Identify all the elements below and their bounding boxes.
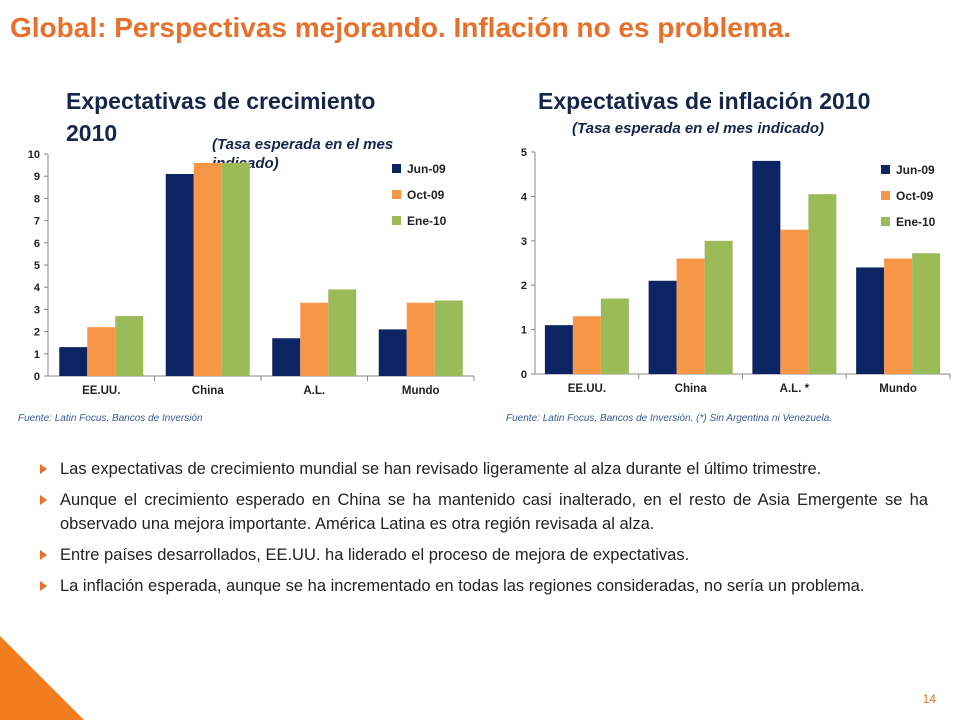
bullet-text: Las expectativas de crecimiento mundial … [60,460,822,478]
inflation-legend-label: Jun-09 [896,163,935,177]
inflation-legend-swatch [881,217,890,226]
growth-bar [300,302,329,376]
inflation-bar [676,258,705,374]
growth-legend-swatch [392,216,401,225]
bullet-item: La inflación esperada, aunque se ha incr… [40,574,928,598]
growth-bar [165,173,194,376]
growth-y-tick-label: 4 [34,282,41,294]
growth-y-tick-label: 5 [34,260,40,272]
inflation-bar [572,316,601,374]
growth-y-tick-label: 7 [34,216,40,228]
inflation-x-tick-label: A.L. * [780,383,810,395]
inflation-legend-swatch [881,165,890,174]
growth-y-tick-label: 10 [28,149,40,161]
inflation-chart-source: Fuente: Latin Focus, Bancos de Inversión… [506,413,833,424]
growth-y-tick-label: 8 [34,193,40,205]
inflation-chart-subtitle: (Tasa esperada en el mes indicado) [572,120,825,137]
growth-bar [378,329,407,376]
growth-legend-label: Jun-09 [407,162,446,176]
growth-y-tick-label: 1 [34,349,40,361]
inflation-bar [752,160,781,374]
growth-y-tick-label: 6 [34,238,40,250]
bullet-text: La inflación esperada, aunque se ha incr… [60,577,865,595]
growth-legend-label: Ene-10 [407,214,447,228]
inflation-bar [808,194,837,374]
inflation-y-tick-label: 5 [521,147,527,159]
arrow-bullet-icon [40,581,47,591]
bullet-text: Aunque el crecimiento esperado en China … [60,491,928,533]
bullet-list: Las expectativas de crecimiento mundial … [40,457,928,605]
inflation-y-tick-label: 3 [521,236,527,248]
corner-decoration [0,636,84,720]
growth-bar [59,347,88,376]
inflation-y-tick-label: 4 [521,191,528,203]
bullet-item: Las expectativas de crecimiento mundial … [40,457,928,481]
growth-bar [328,289,357,376]
growth-x-tick-label: Mundo [402,385,440,397]
inflation-chart-title: Expectativas de inflación 2010 [538,88,871,114]
inflation-x-tick-label: Mundo [879,383,917,395]
growth-chart-title-line2: 2010 [66,120,118,146]
growth-y-tick-label: 2 [34,327,40,339]
inflation-bar [544,325,573,374]
growth-legend-swatch [392,164,401,173]
growth-bar [434,300,463,376]
bullet-item: Aunque el crecimiento esperado en China … [40,488,928,536]
inflation-bar [856,267,885,374]
growth-legend-swatch [392,190,401,199]
growth-chart: 0 1 2 3 4 5 6 7 8 9 10 EE.UU. China A.L. Mundo Jun-09 Oc… [28,149,475,397]
inflation-bar [704,240,733,374]
inflation-chart: 0 1 2 3 4 5 EE.UU. China A.L. * Mundo Jun-09 Oct-09… [521,147,951,395]
growth-bar [115,316,144,376]
inflation-bar [884,258,913,374]
growth-bar [272,338,301,376]
inflation-legend-label: Ene-10 [896,215,936,229]
growth-bar [193,162,222,376]
growth-legend-label: Oct-09 [407,188,445,202]
bullet-text: Entre países desarrollados, EE.UU. ha li… [60,546,690,564]
growth-chart-source: Fuente: Latin Focus, Bancos de Inversión [18,413,203,424]
growth-chart-title-line1: Expectativas de crecimiento [66,88,376,114]
growth-chart-subtitle-line1: (Tasa esperada en el mes [212,136,394,153]
inflation-y-tick-label: 0 [521,369,527,381]
growth-x-tick-label: EE.UU. [82,385,120,397]
inflation-bar [912,253,941,374]
page-number: 14 [922,692,936,706]
growth-x-tick-label: A.L. [303,385,325,397]
arrow-bullet-icon [40,464,47,474]
slide-title: Global: Perspectivas mejorando. Inflació… [10,12,792,43]
inflation-x-tick-label: EE.UU. [568,383,606,395]
growth-y-tick-label: 9 [34,171,40,183]
growth-y-tick-label: 0 [34,371,40,383]
inflation-y-tick-label: 1 [521,325,527,337]
inflation-bar [648,280,677,374]
arrow-bullet-icon [40,550,47,560]
inflation-y-tick-label: 2 [521,280,527,292]
inflation-bar [600,298,629,374]
inflation-x-tick-label: China [675,383,708,395]
growth-x-tick-label: China [192,385,225,397]
growth-bar [406,302,435,376]
growth-bar [87,327,116,376]
inflation-legend-swatch [881,191,890,200]
bullet-item: Entre países desarrollados, EE.UU. ha li… [40,543,928,567]
inflation-bar [780,229,809,374]
inflation-legend-label: Oct-09 [896,189,934,203]
growth-y-tick-label: 3 [34,304,40,316]
arrow-bullet-icon [40,495,47,505]
growth-bar [221,162,250,376]
